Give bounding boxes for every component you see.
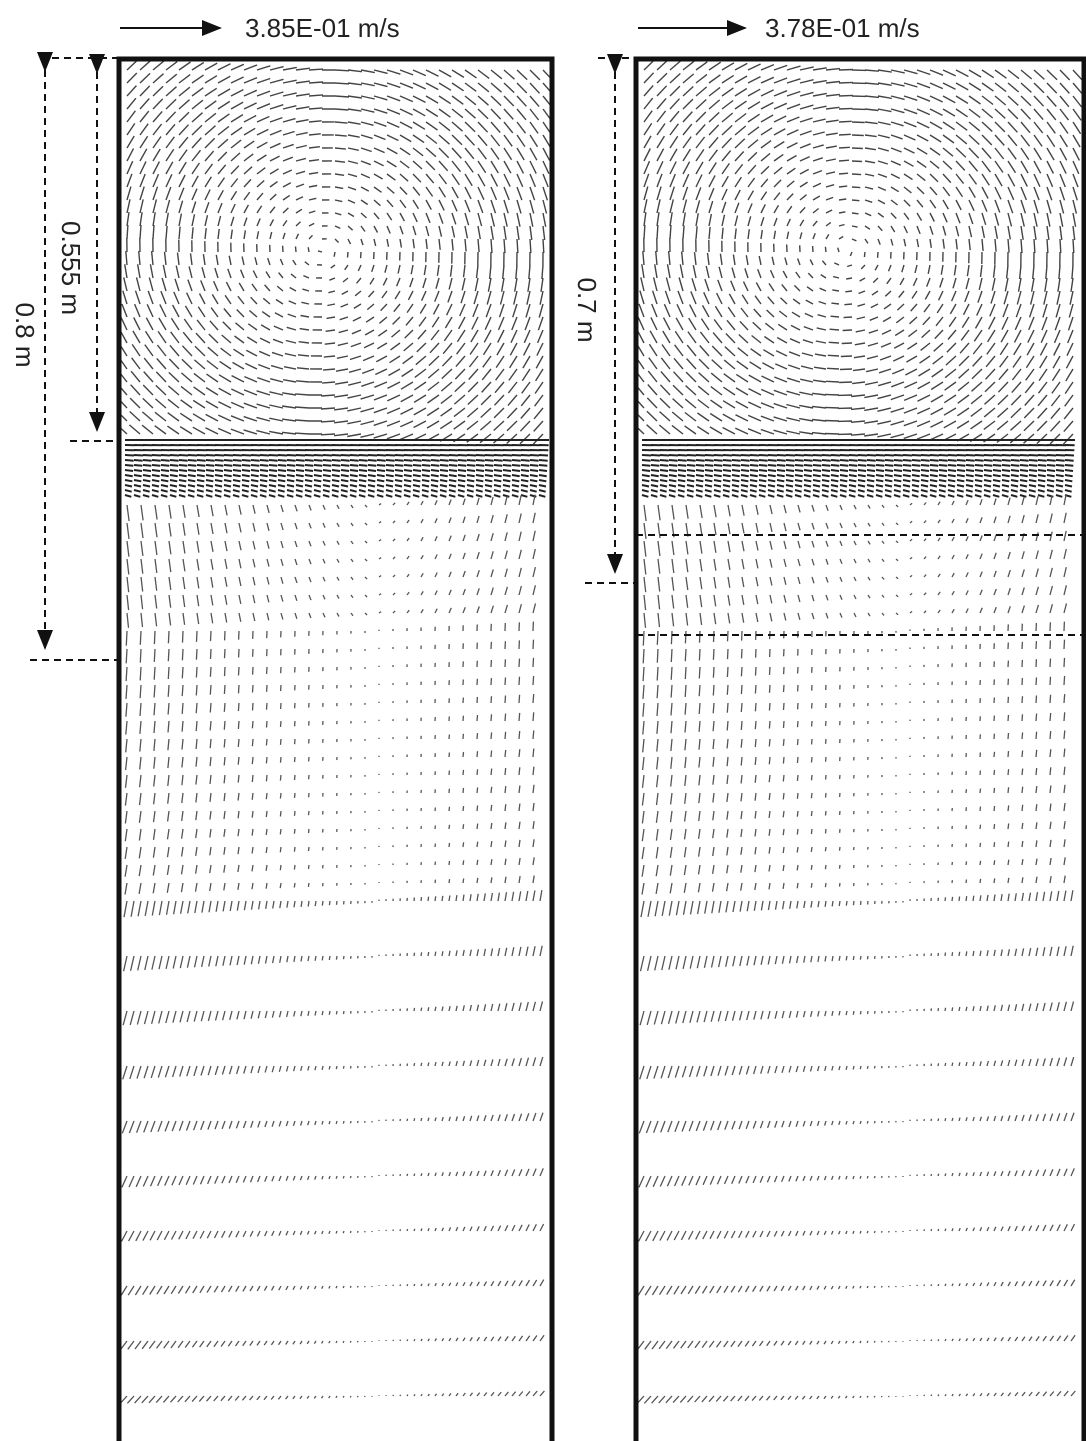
panel-frame <box>636 59 1084 1441</box>
vector-field <box>117 60 553 1403</box>
vector-field <box>634 60 1083 1403</box>
scale-label: 3.78E-01 m/s <box>765 13 920 43</box>
shear-band-vectors <box>125 440 549 497</box>
figure: 3.85E-01 m/s 3.78E-01 m/s 0.8 m 0.555 m … <box>0 0 1086 1441</box>
panel-frame <box>119 59 552 1441</box>
lower-vectors <box>120 495 544 1404</box>
dimension-label: 0.7 m <box>572 277 602 342</box>
vortex-vectors <box>117 60 553 444</box>
lower-vectors <box>637 495 1075 1404</box>
scale-label: 3.85E-01 m/s <box>245 13 400 43</box>
shear-band-vectors <box>642 440 1075 497</box>
vortex-vectors <box>634 60 1083 444</box>
dimension-label: 0.8 m <box>10 302 40 367</box>
dimension-label: 0.555 m <box>56 221 86 315</box>
